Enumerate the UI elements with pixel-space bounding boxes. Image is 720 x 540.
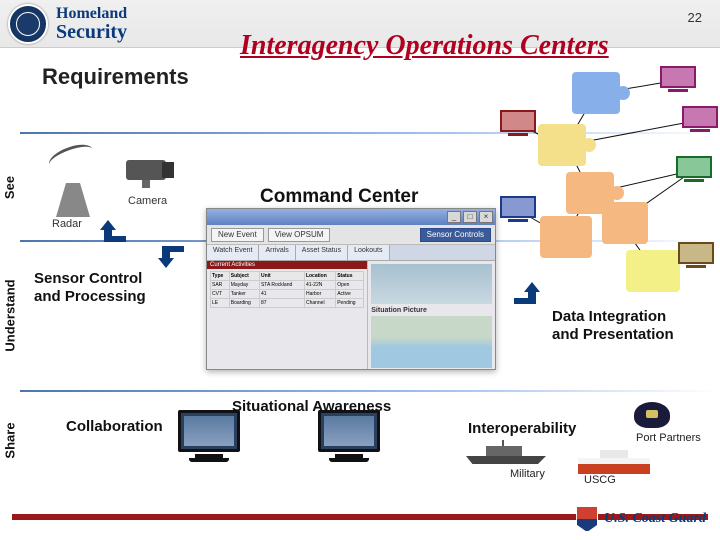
slide-title: Interagency Operations Centers	[240, 30, 609, 62]
dhs-seal-icon	[8, 4, 48, 44]
new-event-button[interactable]: New Event	[211, 228, 264, 242]
puzzle-piece-icon	[626, 250, 680, 292]
tab-arrivals[interactable]: Arrivals	[259, 245, 295, 260]
command-center-window: _ □ × New Event View OPSUM Sensor Contro…	[206, 208, 496, 370]
close-icon[interactable]: ×	[479, 211, 493, 223]
computer-icon	[676, 156, 712, 184]
interoperability-label: Interoperability	[468, 420, 576, 437]
military-ship-icon	[466, 440, 546, 464]
tab-watch-event[interactable]: Watch Event	[207, 245, 259, 260]
cc-activity-panel: Current Activities TypeSubjectUnitLocati…	[207, 261, 368, 369]
cc-tabs: Watch Event Arrivals Asset Status Lookou…	[207, 245, 495, 261]
computer-icon	[500, 196, 536, 224]
requirements-heading: Requirements	[42, 64, 189, 90]
table-header-row: TypeSubjectUnitLocationStatus	[211, 272, 364, 281]
camera-label: Camera	[128, 195, 167, 207]
agency-line2: Security	[56, 22, 127, 42]
table-row: LEBoarding87ChannelPending	[211, 299, 364, 308]
uscg-cutter-icon	[578, 446, 650, 474]
footer-brand-text: U.S. Coast Guard	[604, 511, 706, 527]
computer-icon	[678, 242, 714, 270]
radar-icon	[38, 145, 108, 217]
police-hat-icon	[634, 402, 670, 428]
data-integration-label: Data Integration and Presentation	[552, 308, 674, 344]
tab-asset-status[interactable]: Asset Status	[296, 245, 348, 260]
port-partners-label: Port Partners	[636, 432, 701, 444]
computer-icon	[682, 106, 718, 134]
puzzle-piece-icon	[540, 216, 592, 258]
agency-name: Homeland Security	[56, 6, 127, 42]
command-center-label: Command Center	[260, 186, 418, 208]
window-titlebar: _ □ ×	[207, 209, 495, 225]
puzzle-piece-icon	[602, 202, 648, 244]
puzzle-piece-icon	[572, 72, 620, 114]
sensor-preview-image	[371, 264, 492, 304]
rail-see: See	[0, 142, 20, 232]
footer-brand: U.S. Coast Guard	[576, 506, 706, 532]
monitor-icon	[178, 410, 240, 468]
cc-content: Current Activities TypeSubjectUnitLocati…	[207, 261, 495, 369]
minimize-icon[interactable]: _	[447, 211, 461, 223]
table-row: CVTTanker41HarborActive	[211, 290, 364, 299]
table-row: SARMaydaySTA Rockland41-22NOpen	[211, 281, 364, 290]
tab-lookouts[interactable]: Lookouts	[348, 245, 389, 260]
sensor-control-label: Sensor Control and Processing	[34, 270, 146, 306]
radar-label: Radar	[52, 218, 82, 230]
sensor-controls-button[interactable]: Sensor Controls	[420, 228, 491, 242]
situation-map	[371, 316, 492, 368]
rail-understand: Understand	[0, 255, 20, 375]
arrow-icon	[158, 242, 188, 272]
computer-icon	[660, 66, 696, 94]
page-number: 22	[688, 10, 702, 25]
uscg-shield-icon	[576, 506, 598, 532]
footer: U.S. Coast Guard	[0, 502, 720, 540]
cc-right-panel: Situation Picture	[368, 261, 495, 369]
activities-table: TypeSubjectUnitLocationStatus SARMaydayS…	[210, 271, 364, 308]
current-activities-header: Current Activities	[207, 261, 367, 269]
computer-icon	[500, 110, 536, 138]
view-opsum-button[interactable]: View OPSUM	[268, 228, 331, 242]
cc-toolbar: New Event View OPSUM Sensor Controls	[207, 225, 495, 245]
military-label: Military	[510, 468, 545, 480]
arrow-icon	[100, 216, 130, 246]
agency-line1: Homeland	[56, 6, 127, 22]
maximize-icon[interactable]: □	[463, 211, 477, 223]
situation-picture-label: Situation Picture	[371, 307, 492, 314]
camera-icon	[122, 150, 178, 190]
divider	[20, 390, 720, 392]
uscg-label: USCG	[584, 474, 616, 486]
puzzle-piece-icon	[538, 124, 586, 166]
collaboration-label: Collaboration	[66, 418, 163, 435]
rail-share: Share	[0, 400, 20, 480]
monitor-icon	[318, 410, 380, 468]
network-diagram	[500, 66, 716, 296]
